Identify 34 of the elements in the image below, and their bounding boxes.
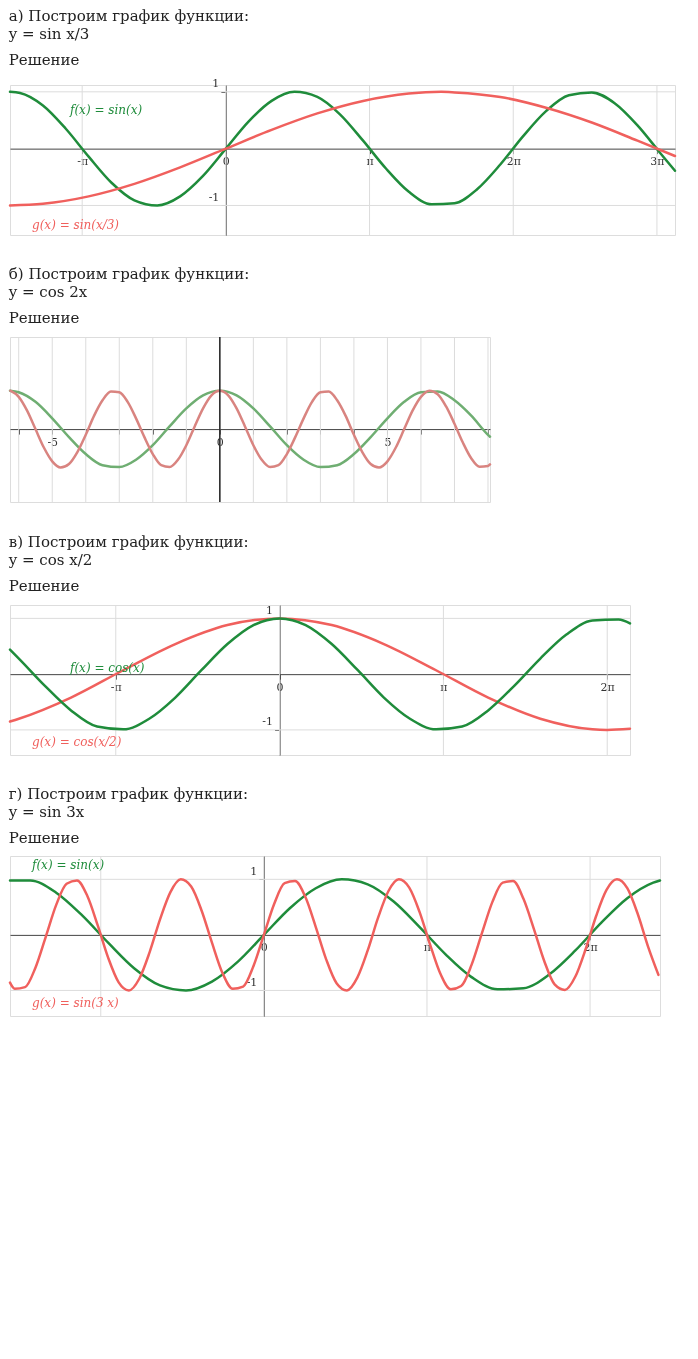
x-tick-label: -π	[77, 155, 89, 169]
x-tick-label: π	[423, 941, 432, 955]
y-tick-label: 1	[250, 864, 258, 878]
chart-title: а) Построим график функции:	[8, 6, 250, 25]
chart-title: г) Построим график функции:	[8, 784, 249, 803]
y-tick-label: -1	[246, 975, 258, 989]
x-tick-label: 0	[276, 680, 284, 694]
y-tick-label: 1	[212, 77, 220, 91]
y-tick-label: 1	[266, 603, 274, 617]
chart-title: в) Построим график функции:	[8, 533, 249, 552]
chart-title: б) Построим график функции:	[8, 265, 250, 284]
text: Решение	[8, 50, 80, 69]
series-label: g(x) = sin(x/3)	[32, 218, 120, 233]
series-label: g(x) = cos(x/2)	[32, 734, 122, 749]
x-tick-label: π	[440, 680, 448, 694]
x-tick-label: -π	[110, 680, 122, 694]
x-tick-label: π	[366, 155, 374, 169]
text: Решение	[8, 309, 80, 328]
series-label: f(x) = sin(x)	[31, 858, 105, 872]
chart-subtitle: y = sin x/3	[7, 24, 90, 43]
chart-subtitle: y = cos 2x	[7, 283, 88, 302]
x-tick-label: 5	[384, 435, 392, 449]
y-tick-label: -1	[262, 715, 274, 729]
series-label: f(x) = sin(x)	[69, 102, 143, 117]
chart-subtitle: y = cos x/2	[7, 551, 93, 570]
x-tick-label: 2π	[506, 155, 521, 169]
x-tick-label: 3π	[650, 155, 665, 169]
chart-subtitle: y = sin 3x	[7, 802, 85, 821]
y-tick-label: -1	[208, 190, 220, 204]
text: Решение	[8, 577, 80, 596]
series-label: g(x) = sin(3 x)	[32, 995, 120, 1010]
x-tick-label: 2π	[600, 680, 615, 694]
x-tick-label: -5	[47, 435, 59, 449]
text: Решение	[8, 828, 80, 847]
